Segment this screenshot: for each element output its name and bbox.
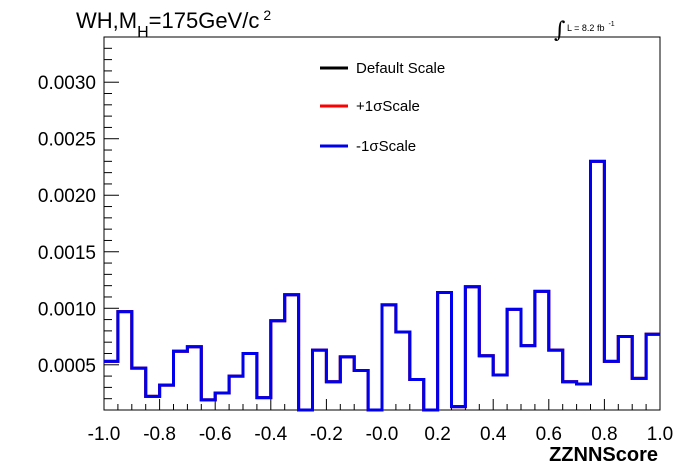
luminosity-integral-sign: ∫ — [554, 18, 566, 43]
luminosity-label: L = 8.2 fb -1 — [567, 21, 615, 33]
x-tick-label: 0.4 — [480, 424, 507, 445]
chart-title-superscript: 2 — [263, 7, 271, 23]
y-tick-label: 0.0015 — [38, 243, 96, 264]
legend-item: +1σScale — [320, 98, 420, 115]
series-line — [104, 159, 660, 412]
x-tick-label: -0.2 — [310, 424, 343, 445]
x-tick-label: -1.0 — [88, 424, 121, 445]
legend-item: -1σScale — [320, 138, 416, 155]
x-tick-label: -0.4 — [254, 424, 287, 445]
chart-title-subscript: H — [137, 24, 149, 41]
legend-label: +1σScale — [356, 98, 420, 115]
x-tick-label: 0.2 — [424, 424, 450, 445]
x-tick-label: -0.0 — [366, 424, 399, 445]
chart-title-main: WH,M — [76, 8, 137, 33]
x-tick-label: 1.0 — [647, 424, 673, 445]
x-tick-label: -0.8 — [143, 424, 176, 445]
legend-item: Default Scale — [320, 60, 445, 77]
x-tick-label: 0.8 — [591, 424, 617, 445]
y-tick-label: 0.0010 — [38, 299, 96, 320]
series-layer — [104, 159, 660, 412]
legend: Default Scale +1σScale -1σScale — [320, 60, 445, 155]
y-tick-label: 0.0030 — [38, 73, 96, 94]
y-tick-label: 0.0025 — [38, 130, 96, 151]
x-axis: -1.0 -0.8 -0.6 -0.4 -0.2 -0.0 0.2 0.4 0.6 0.8 1.0 — [88, 399, 673, 445]
series-2 — [104, 159, 660, 412]
y-tick-label: 0.0020 — [38, 186, 96, 207]
x-tick-label: -0.6 — [199, 424, 232, 445]
x-axis-title: ZZNNScore — [549, 444, 658, 466]
y-axis: 0.0005 0.0010 0.0015 0.0020 0.0025 0.0030 — [38, 36, 119, 411]
legend-label: -1σScale — [356, 138, 416, 155]
x-tick-label: 0.6 — [536, 424, 562, 445]
legend-label: Default Scale — [356, 60, 445, 77]
luminosity-superscript: -1 — [608, 21, 614, 28]
y-tick-label: 0.0005 — [38, 356, 96, 377]
chart-title-rest: =175GeV/c — [149, 8, 260, 33]
chart-title: WH,MH=175GeV/c 2 — [76, 7, 271, 41]
